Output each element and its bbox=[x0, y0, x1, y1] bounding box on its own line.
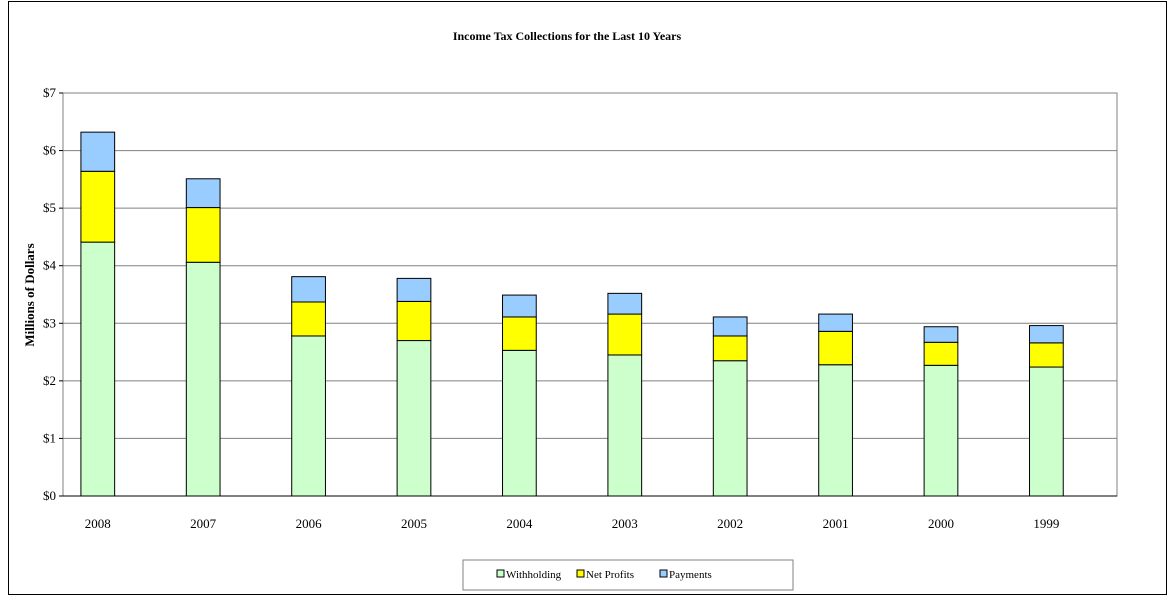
bar-net-profits-2006 bbox=[291, 301, 326, 337]
bar-net-profits-2001 bbox=[818, 330, 853, 366]
legend-box bbox=[462, 559, 794, 591]
y-tick-label: $2 bbox=[43, 373, 56, 388]
bar-payments-1999 bbox=[1029, 325, 1064, 344]
x-tick-label: 2002 bbox=[717, 516, 743, 531]
bar-net-profits-2004 bbox=[502, 316, 537, 351]
x-tick-label: 1999 bbox=[1033, 516, 1059, 531]
bar-payments-2008 bbox=[80, 131, 116, 172]
bar-payments-2002 bbox=[712, 316, 748, 337]
legend-swatch bbox=[576, 569, 585, 578]
bar-withholding-2008 bbox=[80, 241, 116, 497]
legend-swatch bbox=[496, 569, 505, 578]
bar-payments-2001 bbox=[818, 313, 853, 332]
x-tick-label: 2003 bbox=[612, 516, 638, 531]
y-tick-label: $0 bbox=[43, 488, 56, 503]
bar-net-profits-2008 bbox=[80, 170, 116, 243]
bar-withholding-2005 bbox=[396, 340, 432, 497]
bar-withholding-2001 bbox=[818, 364, 853, 497]
bar-withholding-1999 bbox=[1029, 366, 1064, 497]
x-tick-label: 2005 bbox=[401, 516, 427, 531]
x-tick-label: 2000 bbox=[928, 516, 954, 531]
bars bbox=[80, 131, 1064, 497]
legend-label: Payments bbox=[669, 569, 712, 581]
bar-withholding-2000 bbox=[923, 364, 959, 497]
legend[interactable]: Withholding Net Profits Payments bbox=[462, 559, 794, 591]
legend-label: Net Profits bbox=[586, 569, 634, 581]
bar-withholding-2007 bbox=[185, 261, 221, 497]
x-tick-label: 2004 bbox=[506, 516, 533, 531]
bar-withholding-2002 bbox=[712, 360, 748, 497]
x-tick-label: 2001 bbox=[823, 516, 849, 531]
x-tick-label: 2006 bbox=[296, 516, 323, 531]
y-tick-label: $3 bbox=[43, 315, 56, 330]
bar-withholding-2003 bbox=[607, 354, 643, 497]
bar-withholding-2004 bbox=[502, 349, 537, 497]
bar-payments-2000 bbox=[923, 326, 959, 343]
bar-withholding-2006 bbox=[291, 335, 326, 497]
plot-area bbox=[62, 92, 1118, 497]
bar-net-profits-2007 bbox=[185, 207, 221, 263]
x-tick-label: 2008 bbox=[85, 516, 111, 531]
y-tick-label: $7 bbox=[43, 85, 57, 100]
bar-net-profits-2002 bbox=[712, 335, 748, 362]
legend-label: Withholding bbox=[506, 569, 562, 581]
bar-payments-2003 bbox=[607, 292, 643, 315]
bar-net-profits-2000 bbox=[923, 341, 959, 366]
bar-payments-2006 bbox=[291, 276, 326, 303]
bar-payments-2007 bbox=[185, 178, 221, 209]
y-tick-label: $4 bbox=[43, 258, 57, 273]
x-tick-label: 2007 bbox=[190, 516, 217, 531]
legend-swatch bbox=[659, 569, 668, 578]
y-tick-label: $1 bbox=[43, 430, 56, 445]
y-tick-label: $6 bbox=[43, 143, 57, 158]
bar-payments-2005 bbox=[396, 277, 432, 302]
y-tick-label: $5 bbox=[43, 200, 56, 215]
y-axis-label: Millions of Dollars bbox=[22, 243, 37, 346]
x-axis-ticks: 2008 2007 2006 2005 2004 2003 2002 2001 2000 1999 bbox=[85, 516, 1060, 531]
y-axis-ticks: $0 $1 $2 $3 $4 $5 $6 $7 bbox=[43, 85, 63, 503]
bar-net-profits-1999 bbox=[1029, 342, 1064, 368]
bar-net-profits-2003 bbox=[607, 313, 643, 356]
bar-payments-2004 bbox=[502, 294, 537, 318]
bar-net-profits-2005 bbox=[396, 300, 432, 342]
chart-title: Income Tax Collections for the Last 10 Y… bbox=[453, 29, 682, 43]
